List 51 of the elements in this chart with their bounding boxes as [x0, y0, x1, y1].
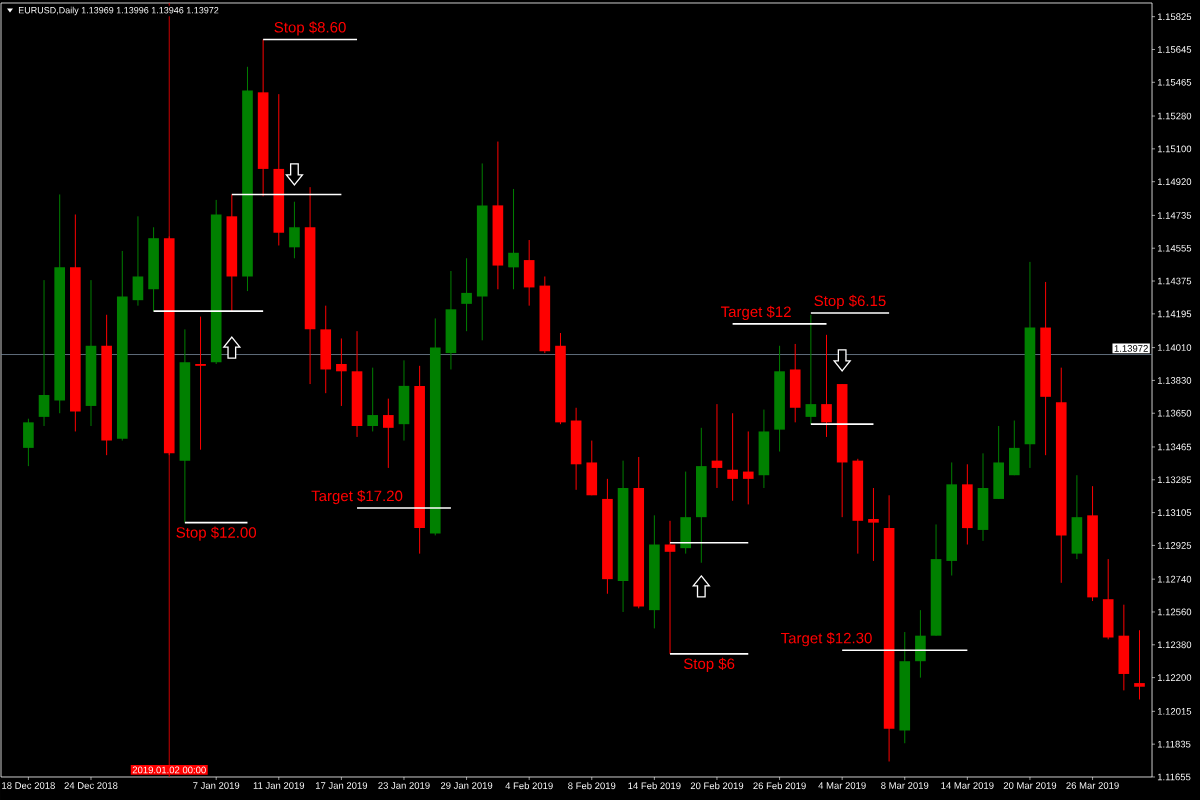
y-tick-label: 1.13650	[1157, 409, 1192, 417]
x-tick-label: 8 Feb 2019	[568, 782, 616, 790]
x-tick-label: 20 Mar 2019	[1003, 782, 1057, 789]
x-tick-label: 2019.01.02 00:00	[132, 766, 206, 774]
x-tick-label: 29 Jan 2019	[440, 782, 493, 789]
y-tick-label: 1.15825	[1157, 13, 1192, 21]
y-tick-label: 1.14920	[1157, 178, 1192, 186]
x-tick-label: 11 Jan 2019	[253, 782, 305, 789]
y-tick-label: 1.13465	[1157, 443, 1192, 451]
x-tick-label: 24 Dec 2018	[64, 782, 118, 789]
y-tick-label: 1.14195	[1157, 310, 1192, 318]
series-label: Stop $8.60	[274, 21, 346, 36]
series-label: Target $12.30	[780, 632, 872, 647]
y-tick-label: 1.14735	[1157, 212, 1192, 219]
x-tick-label: 14 Feb 2019	[628, 782, 681, 790]
y-tick-label: 1.13105	[1157, 509, 1192, 516]
y-tick-label: 1.15280	[1157, 112, 1192, 120]
y-tick-label: 1.14555	[1157, 244, 1192, 252]
x-tick-label: 23 Jan 2019	[378, 782, 430, 789]
series-label: Target $17.20	[311, 489, 403, 505]
y-tick-label: 1.15100	[1157, 145, 1192, 153]
chart-title: EURUSD,Daily 1.13969 1.13996 1.13946 1.13972	[18, 6, 219, 16]
x-tick-label: 14 Mar 2019	[941, 782, 994, 789]
y-tick-label: 1.15465	[1157, 78, 1192, 86]
series-label: Stop $6.15	[814, 294, 886, 310]
series-label: Stop $6	[683, 657, 735, 673]
x-tick-label: 4 Feb 2019	[505, 782, 553, 790]
y-tick-label: 1.12015	[1157, 707, 1192, 715]
y-tick-label: 1.12380	[1157, 641, 1192, 649]
y-tick-label: 1.14375	[1157, 277, 1192, 285]
x-tick-label: 26 Mar 2019	[1066, 782, 1119, 789]
y-tick-label: 1.13830	[1157, 377, 1192, 384]
y-tick-label: 1.12200	[1157, 674, 1192, 681]
y-tick-label: 1.13285	[1157, 476, 1192, 484]
series-label: Target $12	[720, 305, 791, 320]
y-tick-label: 1.12740	[1157, 575, 1192, 583]
y-tick-label: 1.14010	[1157, 344, 1192, 351]
x-tick-label: 18 Dec 2018	[2, 782, 55, 789]
x-tick-label: 26 Feb 2019	[753, 782, 806, 790]
x-tick-label: 17 Jan 2019	[315, 782, 368, 789]
series-label: Stop $12.00	[176, 526, 257, 541]
x-tick-label: 20 Feb 2019	[690, 782, 744, 790]
y-tick-label: 1.15645	[1157, 46, 1192, 53]
x-tick-label: 7 Jan 2019	[193, 782, 240, 789]
x-tick-label: 4 Mar 2019	[818, 782, 866, 789]
ref-line-label: 1.13972	[1114, 345, 1148, 352]
y-tick-label: 1.11835	[1157, 740, 1191, 748]
y-tick-label: 1.11655	[1157, 773, 1191, 781]
x-tick-label: 8 Mar 2019	[881, 782, 929, 789]
y-tick-label: 1.12560	[1157, 608, 1192, 616]
y-tick-label: 1.12925	[1157, 542, 1192, 549]
